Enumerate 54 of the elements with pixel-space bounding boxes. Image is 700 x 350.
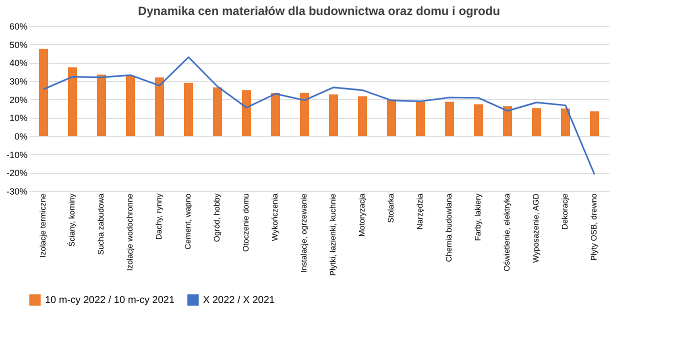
y-tick-label: -20%: [6, 168, 28, 178]
bar: [242, 90, 251, 136]
bar: [155, 77, 164, 136]
x-tick-label: Instalacje, ogrzewanie: [300, 192, 308, 273]
x-tick-label: Chemia budowlana: [444, 192, 454, 262]
y-tick-label: 10%: [9, 113, 28, 124]
x-tick-label: Dachy, rynny: [154, 194, 164, 240]
x-tick-label: Płyty OSB, drewno: [590, 192, 598, 261]
y-tick-label: -30%: [6, 186, 28, 196]
bar: [387, 99, 396, 136]
bar: [561, 108, 570, 136]
bar: [39, 48, 48, 136]
x-tick-label: Ogród, hobby: [212, 194, 222, 242]
bar: [358, 96, 367, 136]
legend-label: X 2022 / X 2021: [203, 295, 276, 306]
y-tick-label: 30%: [9, 76, 28, 86]
x-tick-label: Sucha zabudowa: [96, 192, 106, 255]
x-tick-label: Izolacje termiczne: [38, 192, 48, 258]
bar: [445, 102, 454, 136]
y-tick-label: 50%: [9, 40, 28, 50]
bar: [97, 74, 106, 136]
x-tick-label: Wyposażenie, AGD: [532, 193, 540, 263]
chart-title: Dynamika cen materiałów dla budownictwa oraz domu i ogrodu: [138, 4, 500, 18]
line-series: [42, 56, 596, 176]
y-tick-label: -10%: [6, 150, 28, 160]
x-tick-label: Cement, wapno: [184, 192, 192, 250]
x-tick-label: Farby, lakiery: [474, 194, 482, 241]
bar: [474, 104, 483, 136]
y-tick-label: 40%: [9, 58, 28, 68]
legend-label: 10 m-cy 2022 / 10 m-cy 2021: [45, 295, 175, 306]
x-tick-label: Izolacje wodochronne: [126, 192, 134, 271]
bar: [184, 82, 193, 136]
bar: [532, 108, 541, 136]
x-tick-label: Ściany, kominy: [66, 194, 76, 247]
x-tick-label: Stolarka: [386, 192, 396, 223]
bar: [271, 92, 280, 136]
y-tick-label: 20%: [9, 94, 28, 105]
bar: [126, 76, 135, 136]
y-tick-label: 60%: [9, 22, 28, 32]
bar: [503, 106, 512, 136]
x-tick-label: Płytki, łazienki, kuchnie: [328, 192, 338, 276]
bar: [590, 111, 599, 136]
x-tick-label: Otoczenie domu: [242, 194, 250, 252]
bar: [213, 87, 222, 136]
bar: [416, 102, 425, 136]
y-tick-label: 0%: [14, 132, 28, 142]
x-tick-label: Narzędzia: [416, 192, 424, 230]
x-tick-label: Wykończenia: [270, 192, 280, 242]
bar: [68, 67, 77, 136]
x-tick-label: Motoryzacja: [358, 192, 366, 237]
x-tick-label: Oświetlenie, elektryka: [502, 192, 512, 272]
bar: [329, 94, 338, 136]
bar: [300, 92, 309, 136]
x-tick-label: Dekoracje: [560, 192, 570, 230]
